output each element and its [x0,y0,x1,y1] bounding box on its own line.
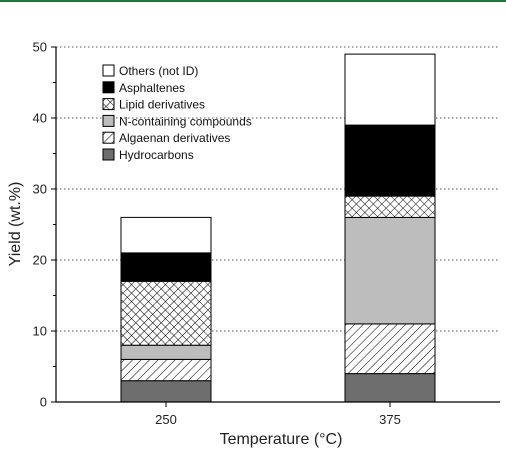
axes: 0 10 20 30 40 50 250 375 [33,40,500,427]
legend-swatch-hydrocarbons [102,148,115,161]
bar-250-algaenan-derivatives [120,358,212,382]
bar-375-others-not-id [344,53,436,126]
x-axis-title: Temperature (°C) [220,431,343,448]
legend-swatch-algaenan-derivatives [102,131,115,144]
y-tick-label-10: 10 [33,324,47,339]
bar-375-lipid-derivatives [344,195,436,218]
top-rule [0,0,506,2]
y-tick-label-30: 30 [33,182,47,197]
bar-250-asphaltenes [120,252,212,282]
legend-label-asphaltenes: Asphaltenes [119,81,185,95]
bar-250-n-containing-compounds [120,344,212,360]
bar-250-hydrocarbons [120,380,212,403]
legend-label-algaenan-derivatives: Algaenan derivatives [119,131,230,145]
bar-250-others-not-id [120,216,212,254]
bar-375-asphaltenes [344,124,436,197]
legend-swatch-lipid-derivatives [102,98,115,111]
x-tick-label-375: 375 [379,412,401,427]
legend-swatch-asphaltenes [102,81,115,94]
legend: Others (not ID) Asphaltenes Lipid derivati… [102,64,252,162]
legend-label-others-not-id: Others (not ID) [119,64,198,78]
legend-swatch-n-containing-compounds [102,114,115,127]
bar-250-lipid-derivatives [120,280,212,346]
bar-375-hydrocarbons [344,373,436,403]
y-tick-label-40: 40 [33,111,47,126]
bars [120,53,436,403]
legend-label-hydrocarbons: Hydrocarbons [119,148,194,162]
bar-375-n-containing-compounds [344,216,436,325]
x-tick-label-250: 250 [155,412,177,427]
y-tick-label-50: 50 [33,40,47,55]
y-tick-label-20: 20 [33,253,47,268]
legend-label-lipid-derivatives: Lipid derivatives [119,98,205,112]
legend-swatch-others-not-id [102,64,115,77]
y-tick-label-0: 0 [40,395,47,410]
legend-label-n-containing-compounds: N-containing compounds [119,114,252,128]
bar-375-algaenan-derivatives [344,323,436,375]
y-axis-title: Yield (wt.%) [7,182,24,267]
